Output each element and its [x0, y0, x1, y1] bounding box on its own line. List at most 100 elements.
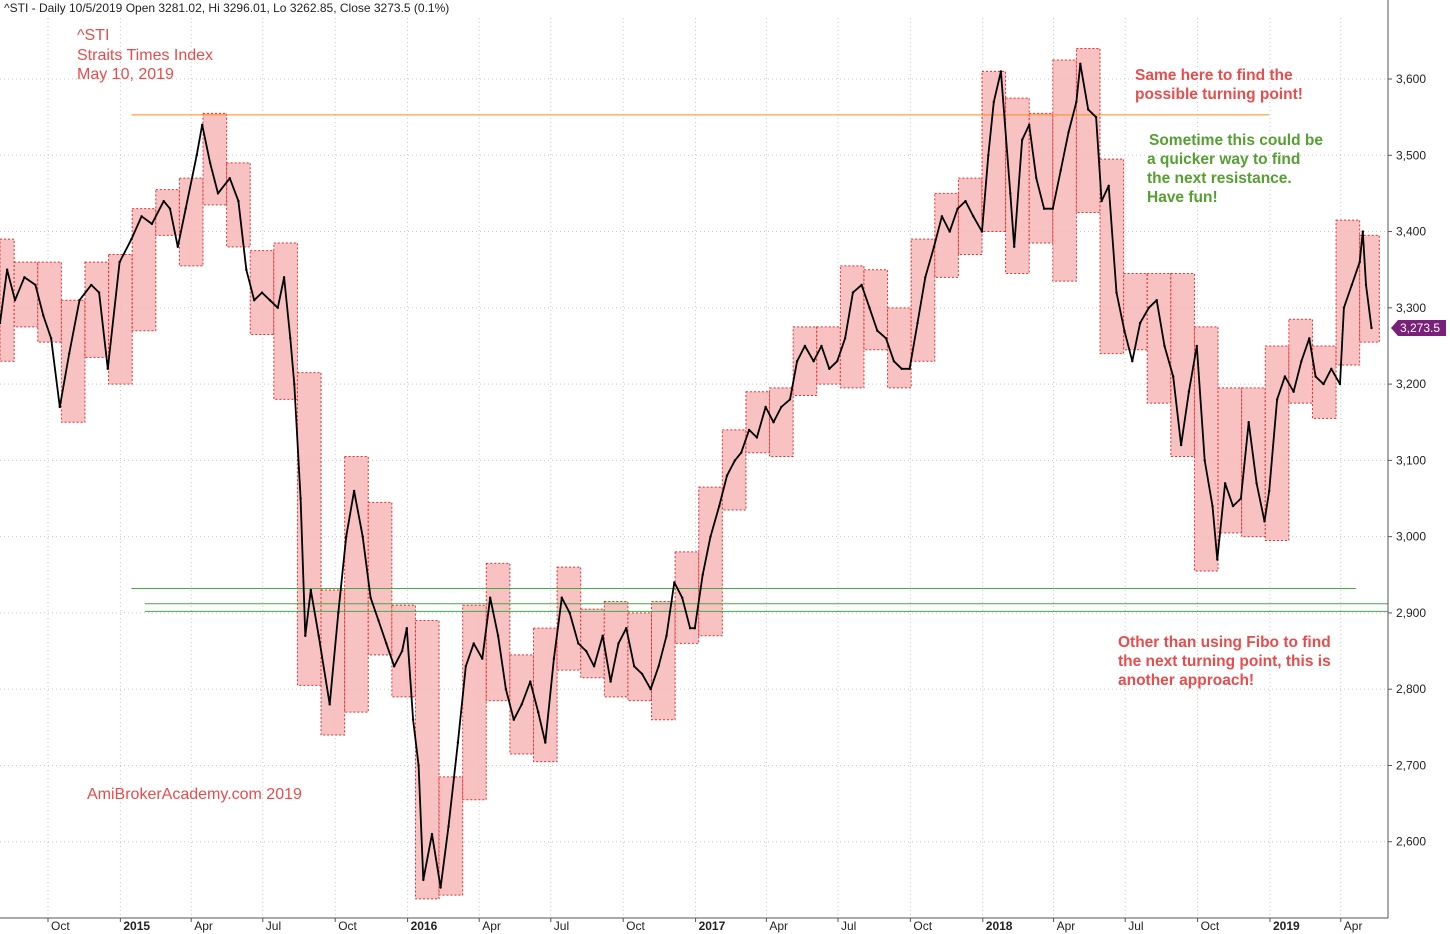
price-point: [176, 245, 179, 248]
x-tick-label: Oct: [51, 919, 70, 933]
range-box: [37, 261, 62, 343]
price-point: [980, 230, 984, 233]
price-point: [1028, 123, 1031, 127]
y-tick-label: 2,900: [1396, 606, 1426, 620]
x-tick-label: Oct: [338, 919, 357, 933]
price-point: [411, 718, 415, 721]
price-point: [405, 627, 408, 630]
price-point: [1195, 344, 1199, 348]
price-point: [733, 459, 737, 462]
price-point: [337, 611, 340, 615]
price-point: [747, 428, 751, 432]
price-point: [68, 352, 71, 355]
price-point: [422, 878, 425, 882]
range-box: [934, 192, 959, 278]
price-point: [1075, 100, 1078, 104]
price-point: [49, 337, 53, 340]
price-point: [544, 741, 547, 744]
price-point: [1239, 497, 1243, 500]
price-point: [701, 573, 704, 576]
price-point: [940, 215, 944, 218]
price-point: [1300, 360, 1303, 363]
price-point: [1138, 321, 1142, 325]
price-point: [529, 680, 532, 683]
price-point: [1308, 337, 1311, 340]
price-point: [328, 703, 331, 706]
price-point: [1292, 390, 1295, 393]
price-point: [843, 337, 847, 340]
price-point: [309, 588, 312, 592]
range-box: [674, 551, 700, 644]
price-point: [552, 657, 556, 660]
price-point: [1087, 108, 1090, 111]
chart-date: May 10, 2019: [77, 66, 174, 83]
price-point: [1163, 344, 1166, 348]
price-point: [304, 634, 307, 637]
price-point: [417, 764, 420, 767]
price-point: [633, 665, 636, 668]
price-point: [1211, 504, 1214, 508]
x-tick-label: Oct: [913, 919, 932, 933]
price-point: [317, 634, 320, 637]
price-point: [208, 161, 212, 165]
price-point: [13, 299, 17, 302]
price-point: [1247, 421, 1250, 424]
price-point: [836, 360, 839, 363]
price-point: [282, 276, 286, 279]
price-point: [1035, 177, 1038, 180]
range-box: [863, 269, 889, 351]
x-tick-label: Oct: [626, 919, 645, 933]
price-point: [1094, 116, 1098, 119]
watermark: AmiBrokerAcademy.com 2019: [87, 786, 302, 803]
x-tick-label: 2015: [123, 919, 150, 933]
y-tick-label: 3,200: [1396, 377, 1426, 391]
range-box: [698, 486, 723, 637]
price-point: [58, 405, 61, 409]
price-point: [681, 596, 684, 599]
range-box: [1075, 48, 1101, 213]
price-point: [916, 321, 919, 325]
approach-note-line-3: another approach!: [1118, 672, 1254, 689]
range-box: [651, 600, 676, 721]
chart-index-name: Straits Times Index: [77, 47, 213, 64]
price-point: [876, 329, 879, 332]
x-tick-label: Apr: [482, 919, 501, 933]
price-point: [260, 291, 264, 294]
range-box: [1052, 59, 1077, 282]
tip-note-line-1: Sometime this could be: [1149, 132, 1323, 149]
last-price-label: 3,273.5: [1400, 321, 1440, 335]
x-tick-label: Apr: [1057, 919, 1076, 933]
price-point: [195, 154, 198, 157]
price-point: [1042, 207, 1046, 210]
price-point: [908, 367, 911, 370]
price-point: [1009, 192, 1012, 195]
price-point: [1255, 482, 1258, 485]
range-box: [438, 776, 464, 896]
price-point: [1051, 207, 1055, 210]
price-point: [237, 199, 240, 203]
price-point: [216, 192, 220, 195]
price-point: [1013, 245, 1016, 248]
price-point: [601, 634, 604, 637]
price-point: [795, 360, 799, 363]
x-tick-label: Oct: [1201, 919, 1220, 933]
price-point: [1342, 306, 1346, 309]
price-point: [34, 283, 37, 287]
price-point: [118, 260, 121, 264]
range-box: [0, 238, 15, 362]
range-box: [1028, 112, 1054, 244]
price-point: [892, 360, 896, 363]
price-point: [5, 268, 9, 271]
price-point: [1358, 260, 1361, 264]
price-point: [1370, 326, 1373, 330]
quote-header: ^STI - Daily 10/5/2019 Open 3281.02, Hi …: [4, 1, 449, 15]
range-box: [1359, 234, 1380, 343]
price-point: [755, 436, 759, 439]
price-point: [1364, 283, 1368, 287]
price-point: [489, 596, 492, 599]
price-point: [1187, 390, 1191, 393]
price-point: [585, 649, 588, 653]
range-box: [367, 501, 393, 656]
